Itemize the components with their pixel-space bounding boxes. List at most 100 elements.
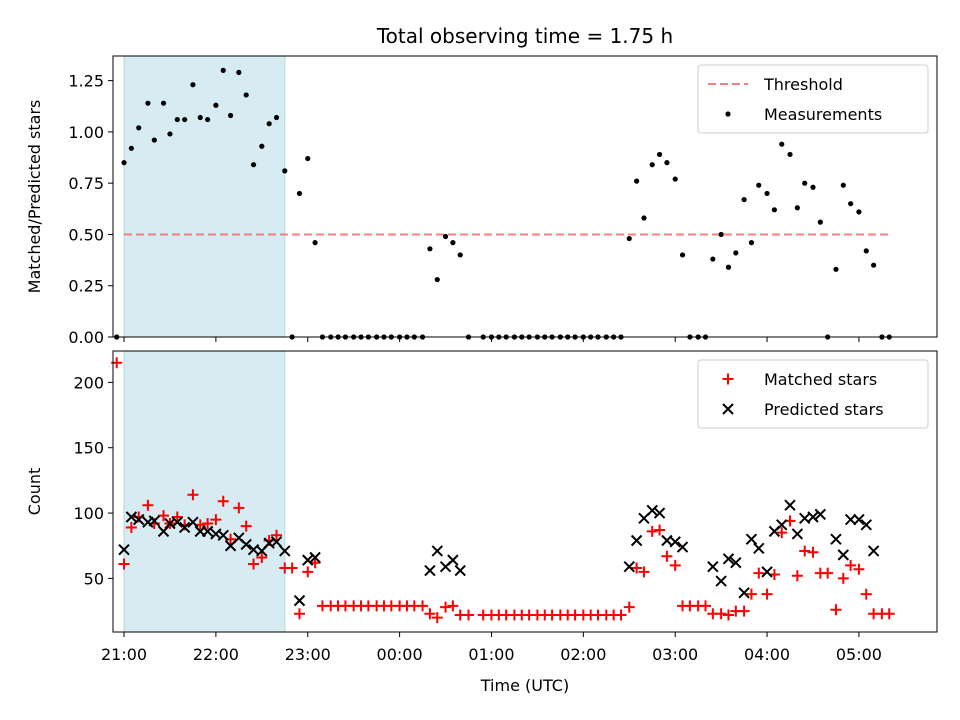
top-ytick-label: 0.25 — [68, 277, 104, 296]
measurement-point — [197, 114, 203, 121]
legend-entry-label: Matched stars — [764, 370, 877, 389]
measurement-point — [151, 137, 157, 143]
bottom-ytick-label: 200 — [73, 373, 104, 392]
top-ytick-label: 0.50 — [68, 225, 104, 244]
measurement-point — [227, 112, 234, 119]
predicted-star-point — [178, 521, 191, 534]
bottom-observing-span — [123, 350, 286, 633]
measurement-point — [160, 100, 167, 106]
measurement-point — [220, 67, 226, 73]
bottom-xtick-label: 04:00 — [744, 645, 790, 664]
chart-title: Total observing time = 1.75 h — [376, 24, 673, 48]
measurement-point — [136, 125, 142, 131]
predicted-star-point — [814, 508, 827, 521]
predicted-star-point — [860, 519, 872, 531]
top-ytick-label: 0.00 — [68, 328, 104, 347]
legend-entry-label: Measurements — [764, 105, 882, 124]
measurement-point — [434, 276, 440, 283]
measurement-point — [121, 160, 127, 166]
matched-star-point — [722, 609, 734, 621]
measurement-point — [871, 262, 877, 268]
predicted-star-point — [623, 560, 635, 573]
matched-star-point — [646, 525, 658, 537]
matched-star-point — [845, 559, 857, 571]
measurement-point — [174, 116, 180, 123]
bottom-xtick-label: 00:00 — [377, 645, 423, 664]
matched-star-point — [217, 495, 229, 507]
matched-star-point — [187, 489, 199, 501]
predicted-star-point — [715, 575, 727, 587]
predicted-star-point — [240, 538, 252, 551]
matched-star-point — [233, 502, 245, 514]
measurement-point — [442, 233, 449, 240]
matched-star-point — [623, 601, 635, 613]
predicted-star-point — [707, 560, 719, 573]
measurement-point — [802, 180, 808, 186]
predicted-star-point — [853, 513, 865, 526]
top-ytick-label: 1.00 — [68, 123, 104, 142]
measurement-point — [764, 190, 770, 197]
bottom-legend-box — [697, 359, 929, 429]
matched-star-point — [661, 550, 673, 562]
predicted-star-point — [784, 499, 796, 511]
matched-star-point — [700, 600, 712, 612]
predicted-star-point — [837, 549, 850, 561]
matched-star-point — [271, 529, 283, 541]
bottom-xtick-label: 02:00 — [560, 645, 606, 664]
matched-star-point — [830, 604, 842, 616]
matched-star-point — [761, 588, 773, 600]
matched-star-point — [417, 600, 429, 612]
measurement-point — [296, 190, 303, 197]
measurement-point — [771, 207, 778, 213]
bottom-xtick-label: 01:00 — [468, 645, 514, 664]
measurement-point — [710, 256, 716, 262]
top-observing-span — [123, 55, 286, 338]
bottom-ytick-label: 100 — [73, 504, 104, 523]
predicted-star-point — [431, 545, 443, 557]
measurement-point — [259, 143, 265, 149]
matched-star-point — [286, 562, 298, 574]
bottom-xtick-label: 23:00 — [285, 645, 331, 664]
top-axes-frame — [112, 55, 938, 338]
measurement-point — [756, 182, 762, 188]
measurement-point — [282, 168, 288, 174]
matched-star-point — [807, 546, 819, 558]
matched-star-point — [256, 552, 268, 564]
predicted-star-point — [844, 513, 857, 526]
matched-star-point — [158, 510, 170, 522]
measurement-point — [848, 201, 854, 207]
measurement-point — [641, 215, 647, 221]
measurement-point — [733, 250, 739, 256]
legend-entry-label: Threshold — [763, 75, 843, 94]
measurement-point — [725, 264, 732, 270]
matched-star-point — [440, 601, 452, 613]
bottom-panel: 50 100 150 200 21:00 22:00 23:00 00:00 01:00 02:0… — [25, 350, 938, 695]
measurement-point — [427, 246, 433, 252]
predicted-star-point — [447, 554, 459, 566]
bottom-xtick-label: 21:00 — [101, 645, 147, 664]
matched-star-point — [424, 608, 436, 620]
measurement-point — [305, 155, 311, 162]
bottom-ytick-label: 50 — [84, 569, 104, 588]
measurement-point — [672, 176, 678, 182]
predicted-star-point — [630, 534, 643, 547]
predicted-star-point — [807, 511, 819, 523]
matched-star-point — [631, 562, 643, 574]
predicted-star-point — [309, 551, 321, 564]
measurement-point — [741, 196, 747, 203]
matched-star-point — [853, 563, 865, 575]
predicted-star-point — [776, 519, 788, 531]
matched-star-point — [860, 588, 872, 600]
matched-star-point — [248, 558, 260, 570]
predicted-star-point — [454, 564, 466, 577]
measurement-point — [833, 266, 839, 272]
matched-star-point — [125, 521, 137, 533]
measurement-point — [634, 178, 640, 184]
legend-measurements-marker — [725, 111, 731, 117]
measurement-point — [779, 141, 785, 147]
matched-star-point — [142, 499, 154, 511]
predicted-star-point — [171, 516, 184, 528]
predicted-star-point — [761, 566, 773, 578]
matched-star-point — [799, 545, 811, 557]
measurement-point — [679, 252, 686, 258]
